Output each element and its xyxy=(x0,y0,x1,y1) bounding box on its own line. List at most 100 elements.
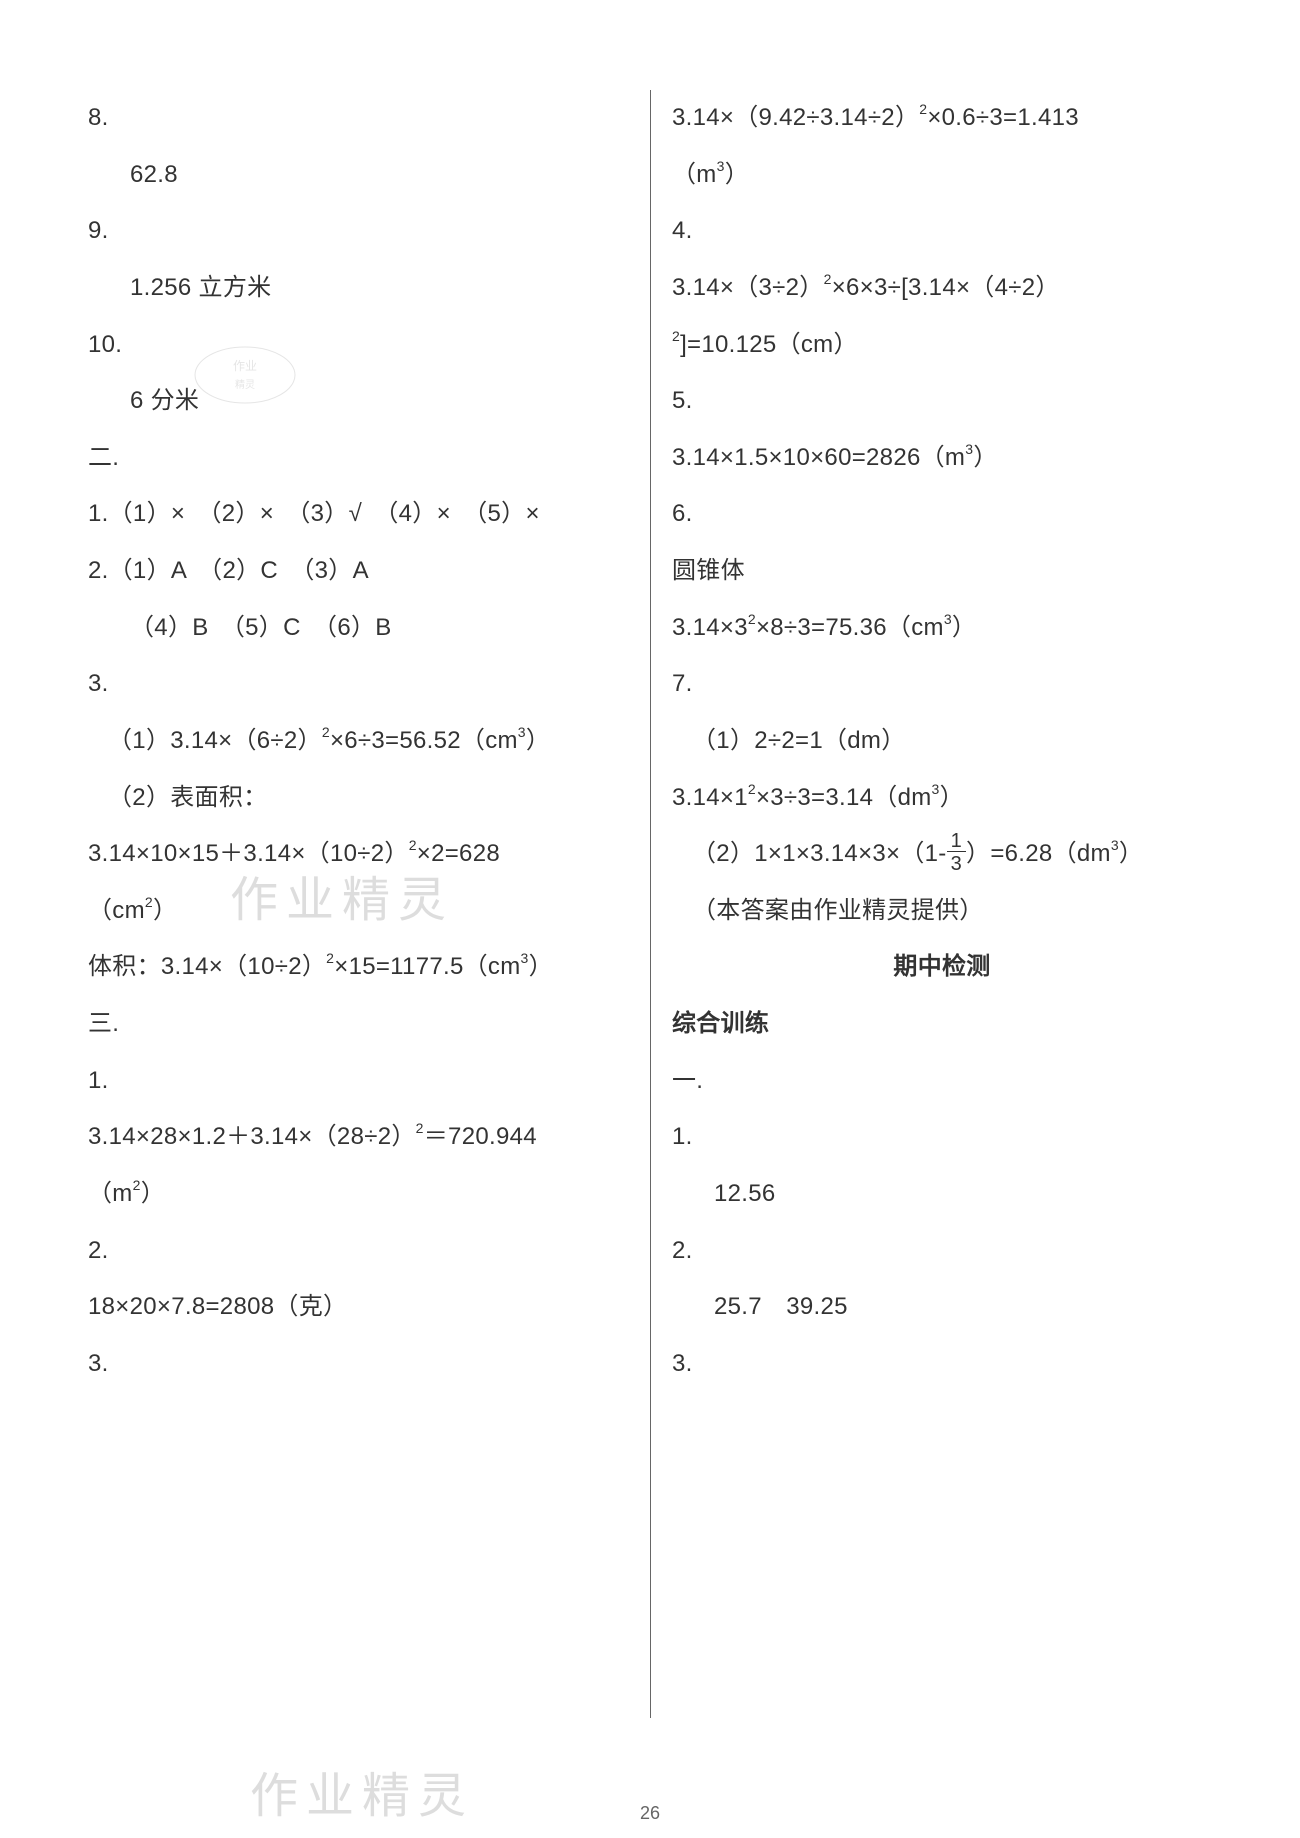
text-fragment: 3.14×28×1.2＋3.14×（28÷2） xyxy=(88,1123,416,1150)
text-fragment: 3.14×（3÷2） xyxy=(672,274,824,301)
text-line: 25.7 39.25 xyxy=(672,1279,1212,1336)
text-line: 体积：3.14×（10÷2）2×15=1177.5（cm3） xyxy=(88,939,628,996)
text-fragment: ）=6.28（dm xyxy=(966,840,1111,867)
text-line: 3. xyxy=(88,656,628,713)
text-line: （m2） xyxy=(88,1166,628,1223)
superscript: 2 xyxy=(409,837,417,853)
superscript: 3 xyxy=(932,781,940,797)
text-fragment: ） xyxy=(940,784,964,811)
text-line: 6 分米 xyxy=(88,373,628,430)
text-line: 4. xyxy=(672,203,1212,260)
text-fragment: ） xyxy=(153,897,177,924)
text-line: 3. xyxy=(88,1336,628,1393)
column-divider xyxy=(650,90,651,1718)
text-line: （本答案由作业精灵提供） xyxy=(672,883,1212,940)
text-fragment: （m xyxy=(88,1180,133,1207)
superscript: 2 xyxy=(919,101,927,117)
text-line: 7. xyxy=(672,656,1212,713)
superscript: 2 xyxy=(133,1177,141,1193)
text-fragment: 3.14×10×15＋3.14×（10÷2） xyxy=(88,840,409,867)
text-line: 3.14×1.5×10×60=2826（m3） xyxy=(672,430,1212,487)
text-fragment: ×0.6÷3=1.413 xyxy=(927,104,1079,131)
right-column: 3.14×（9.42÷3.14÷2）2×0.6÷3=1.413 （m3） 4. … xyxy=(650,90,1230,1798)
text-fragment: ×15=1177.5（cm xyxy=(334,953,520,980)
text-line: 3.14×（3÷2）2×6×3÷[3.14×（4÷2） xyxy=(672,260,1212,317)
text-line: （4）B （5）C （6）B xyxy=(88,600,628,657)
superscript: 2 xyxy=(326,950,334,966)
superscript: 2 xyxy=(672,328,680,344)
text-line: 1.256 立方米 xyxy=(88,260,628,317)
text-line: 3.14×12×3÷3=3.14（dm3） xyxy=(672,770,1212,827)
text-fragment: （m xyxy=(672,161,717,188)
superscript: 2 xyxy=(824,271,832,287)
superscript: 3 xyxy=(717,158,725,174)
text-line: （1）3.14×（6÷2）2×6÷3=56.52（cm3） xyxy=(88,713,628,770)
section-heading: 一. xyxy=(672,1053,1212,1110)
text-line: 圆锥体 xyxy=(672,543,1212,600)
text-line: （m3） xyxy=(672,147,1212,204)
superscript: 2 xyxy=(322,724,330,740)
text-fragment: ＝720.944 xyxy=(424,1123,537,1150)
text-line: 3.14×10×15＋3.14×（10÷2）2×2=628 xyxy=(88,826,628,883)
superscript: 3 xyxy=(1111,837,1119,853)
text-fragment: ×2=628 xyxy=(417,840,500,867)
page-number: 26 xyxy=(640,1803,660,1824)
text-fragment: （2）1×1×3.14×3×（1- xyxy=(692,840,947,867)
section-heading: 二. xyxy=(88,430,628,487)
text-line: 3. xyxy=(672,1336,1212,1393)
text-line: 12.56 xyxy=(672,1166,1212,1223)
superscript: 3 xyxy=(518,724,526,740)
text-fragment: 3.14×（9.42÷3.14÷2） xyxy=(672,104,919,131)
text-fragment: ） xyxy=(526,727,550,754)
text-fragment: ） xyxy=(952,614,976,641)
text-line: （2）1×1×3.14×3×（1-13）=6.28（dm3） xyxy=(672,826,1212,883)
text-fragment: ） xyxy=(1119,840,1143,867)
text-fragment: （cm xyxy=(88,897,145,924)
text-line: 6. xyxy=(672,486,1212,543)
section-title: 期中检测 xyxy=(672,939,1212,996)
text-line: 3.14×（9.42÷3.14÷2）2×0.6÷3=1.413 xyxy=(672,90,1212,147)
text-fragment: ×3÷3=3.14（dm xyxy=(756,784,932,811)
text-line: 5. xyxy=(672,373,1212,430)
text-line: 2]=10.125（cm） xyxy=(672,317,1212,374)
text-line: 1. xyxy=(88,1053,628,1110)
text-line: 9. xyxy=(88,203,628,260)
text-line: 62.8 xyxy=(88,147,628,204)
text-line: 8. xyxy=(88,90,628,147)
text-line: 2. xyxy=(672,1223,1212,1280)
text-line: （cm2） xyxy=(88,883,628,940)
text-line: 2.（1）A （2）C （3）A xyxy=(88,543,628,600)
section-heading: 三. xyxy=(88,996,628,1053)
superscript: 2 xyxy=(748,781,756,797)
superscript: 2 xyxy=(748,611,756,627)
superscript: 3 xyxy=(521,950,529,966)
fraction-numerator: 1 xyxy=(947,831,966,852)
left-column: 8. 62.8 9. 1.256 立方米 10. 6 分米 二. 1.（1）× … xyxy=(70,90,650,1798)
text-fragment: ） xyxy=(725,161,749,188)
text-fragment: ） xyxy=(529,953,553,980)
text-line: （1）2÷2=1（dm） xyxy=(672,713,1212,770)
text-line: 1.（1）× （2）× （3）√ （4）× （5）× xyxy=(88,486,628,543)
section-subtitle: 综合训练 xyxy=(672,996,1212,1053)
text-fragment: （1）3.14×（6÷2） xyxy=(108,727,322,754)
superscript: 2 xyxy=(145,894,153,910)
text-fragment: ） xyxy=(973,444,997,471)
text-line: 1. xyxy=(672,1109,1212,1166)
text-fragment: ×8÷3=75.36（cm xyxy=(756,614,944,641)
text-fragment: 3.14×1.5×10×60=2826（m xyxy=(672,444,965,471)
text-line: 3.14×32×8÷3=75.36（cm3） xyxy=(672,600,1212,657)
fraction-denominator: 3 xyxy=(947,852,966,874)
text-fragment: ×6×3÷[3.14×（4÷2） xyxy=(832,274,1060,301)
text-fragment: 3.14×1 xyxy=(672,784,748,811)
text-line: 18×20×7.8=2808（克） xyxy=(88,1279,628,1336)
text-line: 3.14×28×1.2＋3.14×（28÷2）2＝720.944 xyxy=(88,1109,628,1166)
superscript: 2 xyxy=(416,1120,424,1136)
superscript: 3 xyxy=(965,441,973,457)
superscript: 3 xyxy=(944,611,952,627)
page-container: 作业 精灵 作业精灵 作业精灵 8. 62.8 9. 1.256 立方米 10.… xyxy=(0,0,1300,1838)
text-fragment: 体积：3.14×（10÷2） xyxy=(88,953,326,980)
text-line: （2）表面积： xyxy=(88,770,628,827)
text-fragment: ×6÷3=56.52（cm xyxy=(330,727,518,754)
fraction: 13 xyxy=(947,831,966,874)
text-fragment: ） xyxy=(141,1180,165,1207)
